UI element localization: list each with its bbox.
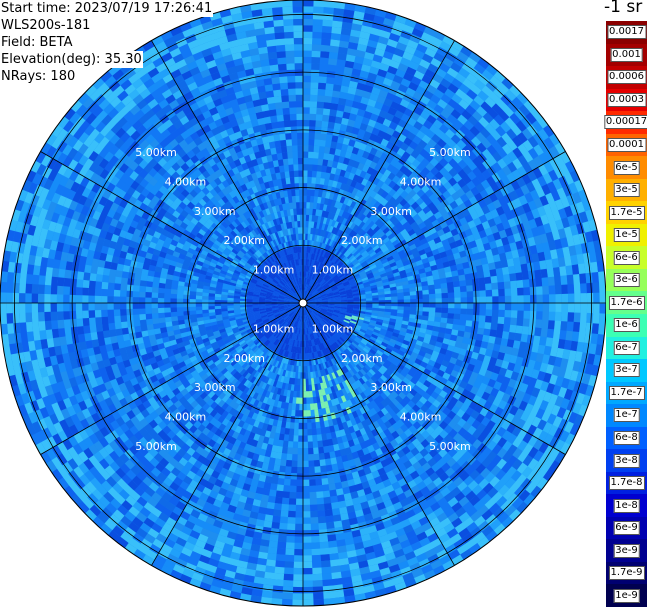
ring-label-2km: 2.00km <box>223 234 265 247</box>
colorbar-tick-label: 3e-9 <box>613 543 640 558</box>
colorbar-tick-label: 6e-9 <box>613 521 640 536</box>
colorbar-tick-label: 1.7e-9 <box>608 566 645 581</box>
nrays: NRays: 180 <box>0 68 77 85</box>
ring-label-4km: 4.00km <box>165 175 207 188</box>
colorbar-tick-label: 1.7e-7 <box>608 385 645 400</box>
colorbar-tick-label: 1.7e-8 <box>608 476 645 491</box>
colorbar-tick-label: 6e-7 <box>613 340 640 355</box>
colorbar-tick-label: 1e-8 <box>613 498 640 513</box>
colorbar-tick-label: 3e-7 <box>613 363 640 378</box>
colorbar-tick-label: 3e-8 <box>613 453 640 468</box>
ring-label-5km: 5.00km <box>135 440 177 453</box>
colorbar-tick-label: 6e-6 <box>613 250 640 265</box>
ring-label-2km: 2.00km <box>341 234 383 247</box>
start-time: Start time: 2023/07/19 17:26:41 <box>0 0 214 17</box>
colorbar-title: -1 sr <box>604 0 643 17</box>
ring-label-5km: 5.00km <box>429 146 471 159</box>
spoke-30deg <box>302 40 455 304</box>
field-gates <box>0 0 606 606</box>
elevation: Elevation(deg): 35.30 <box>0 51 143 68</box>
ring-label-1km: 1.00km <box>312 264 354 277</box>
colorbar-tick-label: 0.0006 <box>607 70 646 85</box>
spoke-300deg <box>40 151 304 304</box>
field-name: Field: BETA <box>0 34 74 51</box>
ring-label-1km: 1.00km <box>253 322 295 335</box>
colorbar-tick-label: 0.0003 <box>607 92 646 107</box>
spoke-120deg <box>302 302 566 455</box>
colorbar-tick-label: 1e-9 <box>613 588 640 603</box>
radar-center <box>298 298 308 308</box>
ring-label-3km: 3.00km <box>370 205 412 218</box>
ring-label-5km: 5.00km <box>135 146 177 159</box>
spoke-330deg <box>151 40 304 304</box>
beta-field-cells <box>0 0 606 606</box>
spoke-60deg <box>302 151 566 304</box>
ring-label-2km: 2.00km <box>341 352 383 365</box>
ring-label-1km: 1.00km <box>253 264 295 277</box>
ring-label-4km: 4.00km <box>400 411 442 424</box>
ring-label-2km: 2.00km <box>223 352 265 365</box>
colorbar-tick-label: 0.00017 <box>603 115 647 130</box>
colorbar-tick-label: 1.7e-5 <box>608 205 645 220</box>
spoke-240deg <box>40 302 304 455</box>
spoke-150deg <box>302 302 455 566</box>
colorbar-tick-label: 1e-5 <box>613 228 640 243</box>
colorbar-tick-label: 6e-8 <box>613 430 640 445</box>
ring-label-3km: 3.00km <box>370 381 412 394</box>
colorbar-tick-label: 0.0017 <box>607 25 646 40</box>
metadata-panel: Start time: 2023/07/19 17:26:41 WLS200s-… <box>0 0 214 85</box>
colorbar-tick-label: 0.001 <box>610 47 643 62</box>
colorbar: 0.0017 0.001 0.0006 0.0003 0.00017 0.0001 6e-5… <box>603 21 647 607</box>
range-ring-labels: 1.00km 1.00km 1.00km 1.00km 2.00km 2.00km 2.00… <box>135 146 470 453</box>
colorbar-tick-label: 3e-6 <box>613 273 640 288</box>
colorbar-tick-label: 6e-5 <box>613 160 640 175</box>
ring-label-4km: 4.00km <box>165 411 207 424</box>
colorbar-tick-label: 1e-7 <box>613 408 640 423</box>
instrument-name: WLS200s-181 <box>0 17 92 34</box>
ring-label-3km: 3.00km <box>194 205 236 218</box>
ring-label-3km: 3.00km <box>194 381 236 394</box>
colorbar-tick-label: 1e-6 <box>613 318 640 333</box>
colorbar-tick-label: 3e-5 <box>613 183 640 198</box>
ring-label-4km: 4.00km <box>400 175 442 188</box>
ring-label-1km: 1.00km <box>312 322 354 335</box>
ring-label-5km: 5.00km <box>429 440 471 453</box>
spoke-210deg <box>151 302 304 566</box>
colorbar-tick-label: 1.7e-6 <box>608 295 645 310</box>
colorbar-tick-label: 0.0001 <box>607 137 646 152</box>
